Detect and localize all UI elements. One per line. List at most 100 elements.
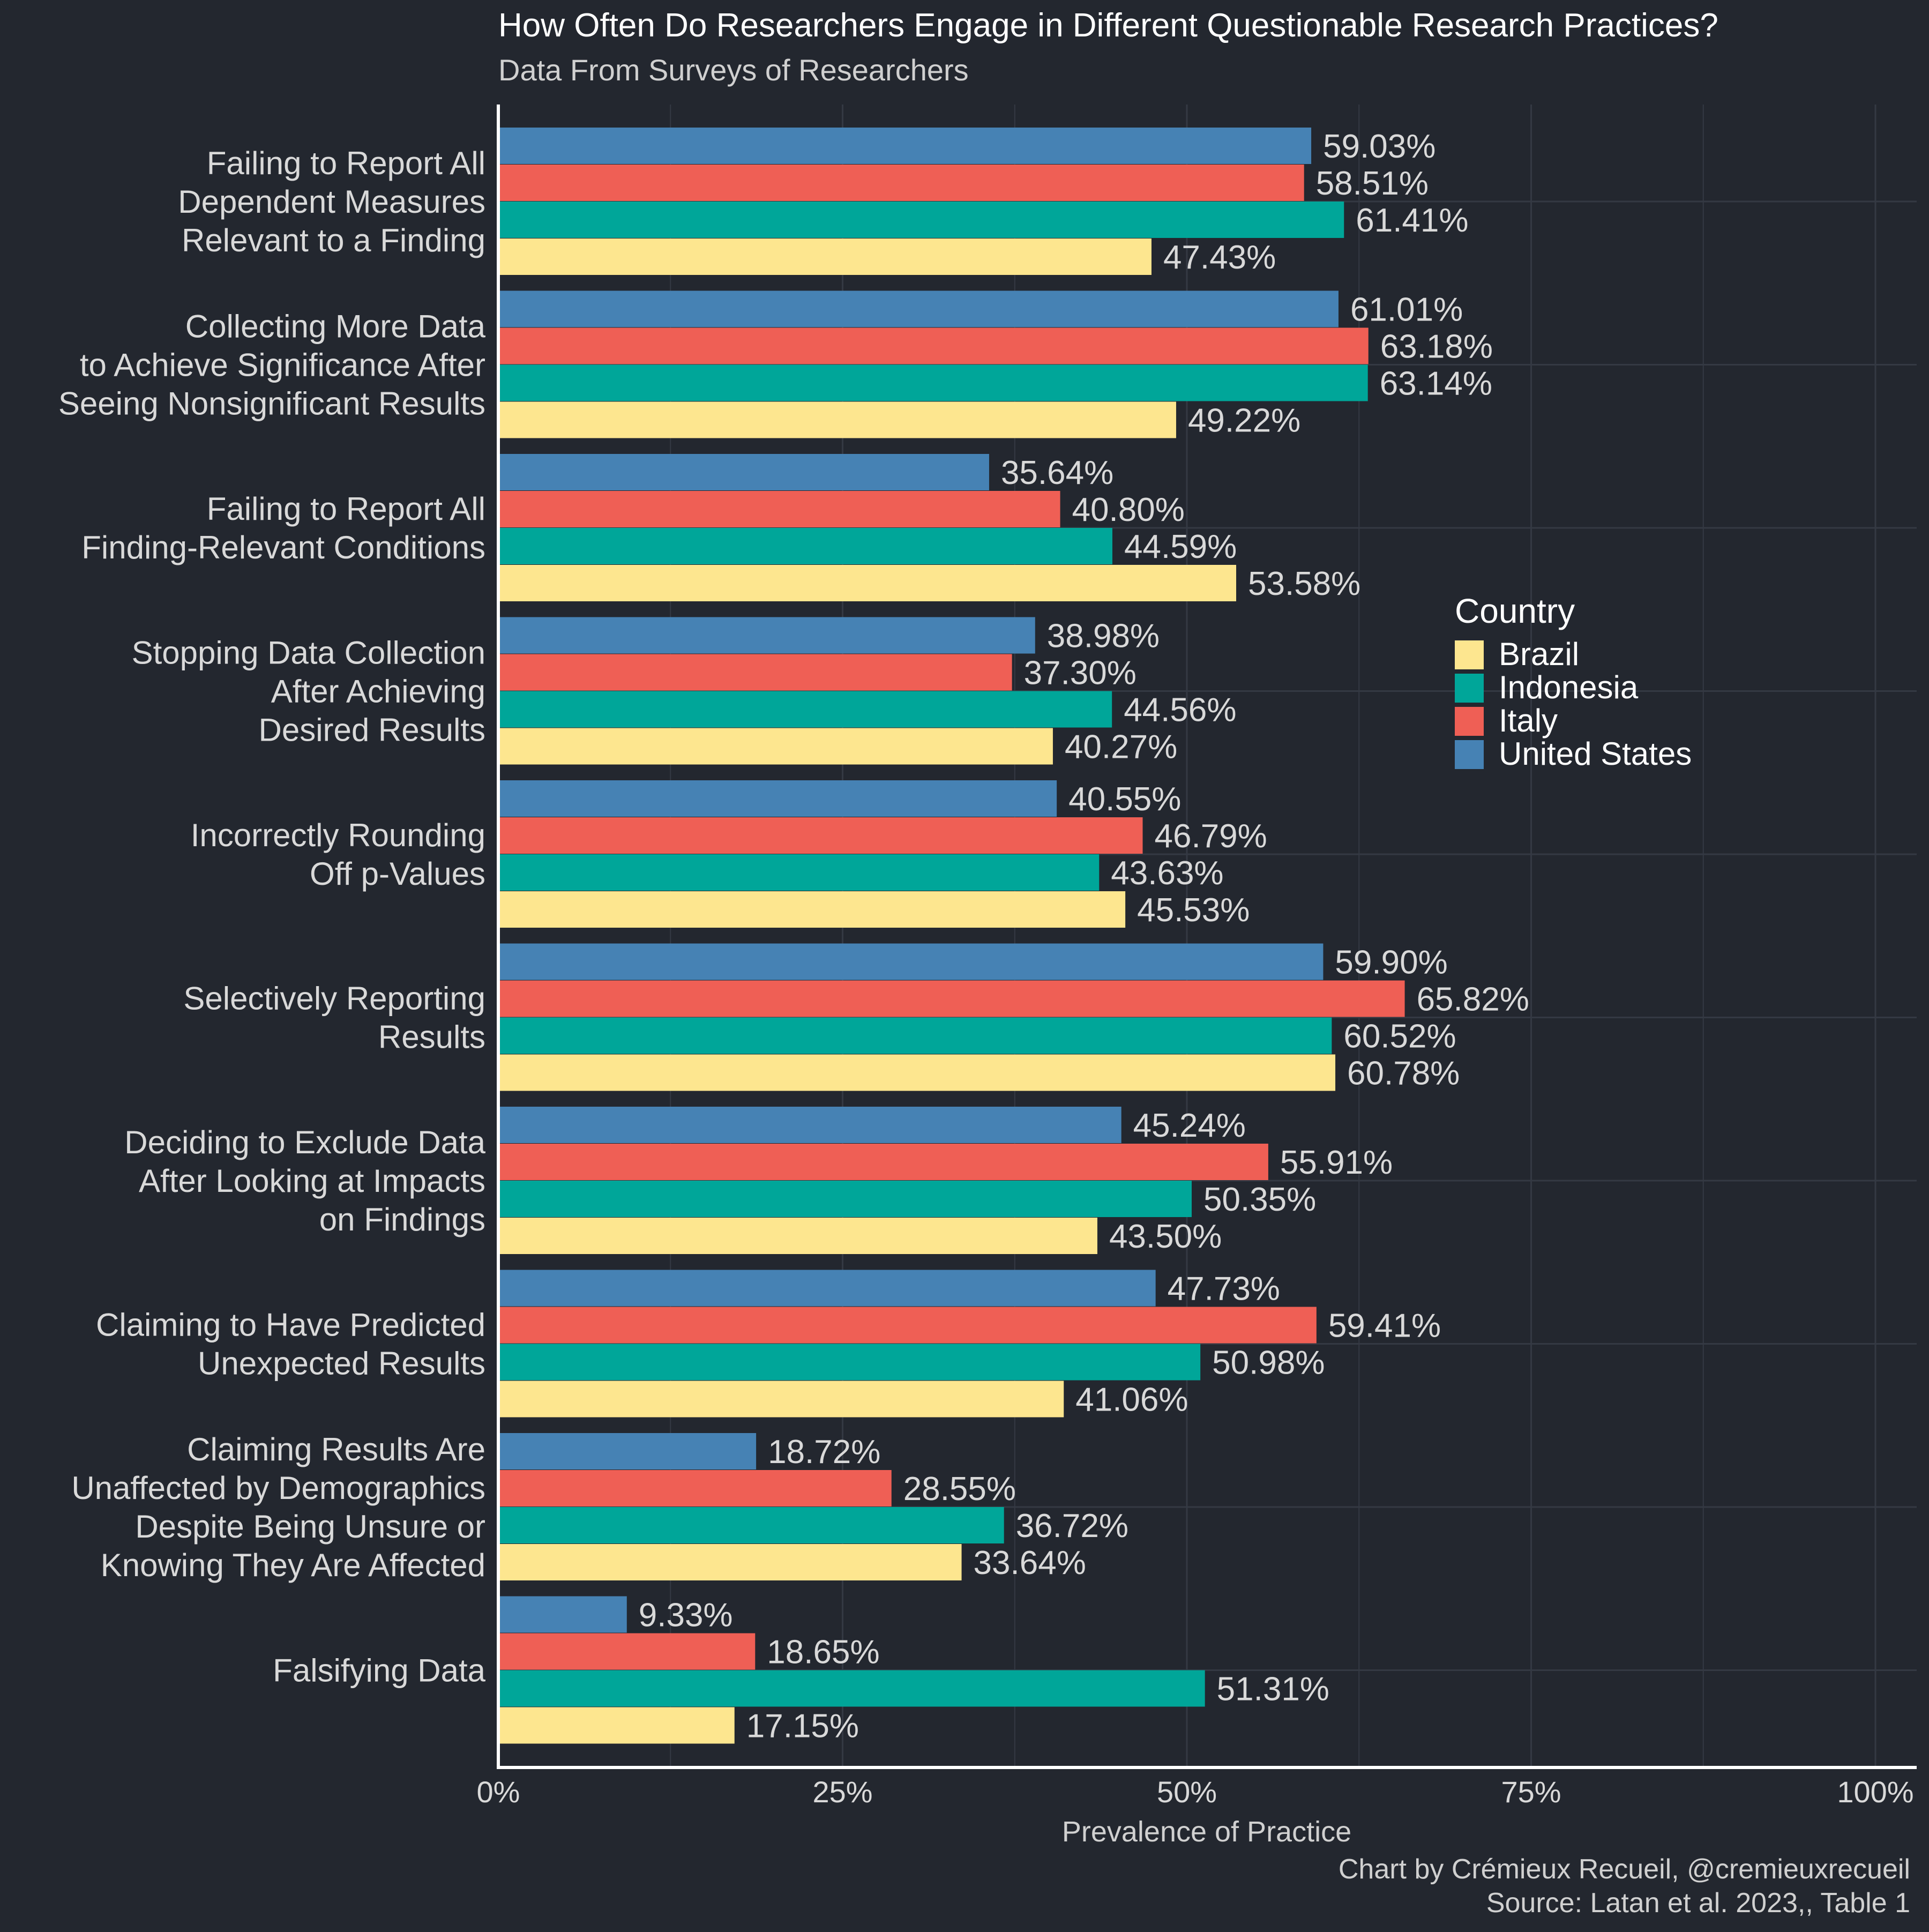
category-label: Stopping Data Collection After Achieving D… (132, 635, 485, 748)
bar-brazil (498, 401, 1176, 438)
bar-italy (498, 327, 1369, 364)
legend-label: Brazil (1499, 636, 1579, 672)
category-labels: Failing to Report All Dependent Measures R… (58, 145, 486, 1689)
category-label-line: Dependent Measures (178, 184, 485, 220)
data-label: 35.64% (1001, 454, 1113, 491)
category-label: Selectively Reporting Results (183, 981, 485, 1055)
bar-indonesia (498, 691, 1112, 728)
legend-label: Italy (1499, 703, 1558, 739)
axis-layer (497, 105, 1917, 1769)
category-label: Failing to Report All Dependent Measures R… (178, 145, 485, 258)
bar-united-states (498, 780, 1057, 817)
category-label-line: Seeing Nonsignificant Results (58, 386, 485, 422)
bar-united-states (498, 1596, 627, 1633)
data-label: 40.27% (1065, 729, 1177, 766)
data-label: 59.03% (1323, 128, 1435, 165)
data-label: 49.22% (1188, 402, 1300, 439)
bar-indonesia (498, 1507, 1004, 1543)
bar-italy (498, 165, 1304, 201)
caption-source: Source: Latan et al. 2023,, Table 1 (1486, 1888, 1910, 1919)
bar-brazil (498, 1218, 1097, 1254)
label-layer: 59.03% 61.01% 35.64% 38.98% 40.55% 59.90% 45.2… (639, 128, 1529, 1745)
category-label: Falsifying Data (273, 1653, 485, 1689)
data-label: 41.06% (1075, 1382, 1188, 1419)
data-label: 60.52% (1343, 1018, 1456, 1055)
bar-italy (498, 980, 1405, 1017)
bar-brazil (498, 1544, 962, 1580)
bar-united-states (498, 1270, 1156, 1307)
data-label: 44.56% (1124, 692, 1236, 729)
bar-indonesia (498, 364, 1368, 401)
category-label-line: Finding-Relevant Conditions (81, 529, 485, 565)
category-label-line: Despite Being Unsure or (135, 1509, 485, 1545)
category-label: Deciding to Exclude Data After Looking at… (124, 1124, 485, 1237)
bar-indonesia (498, 1017, 1332, 1054)
x-tick-labels: 0% 25% 50% 75% 100% (477, 1775, 1914, 1809)
bar-indonesia (498, 1181, 1192, 1217)
category-label: Incorrectly Rounding Off p-Values (191, 817, 485, 892)
data-label: 60.78% (1347, 1055, 1460, 1092)
data-label: 65.82% (1417, 981, 1529, 1018)
bar-italy (498, 1307, 1317, 1344)
category-label: Claiming Results Are Unaffected by Demogr… (71, 1431, 485, 1583)
x-axis-title: Prevalence of Practice (1062, 1816, 1351, 1848)
data-label: 44.59% (1124, 528, 1237, 565)
bar-brazil (498, 1381, 1064, 1418)
x-tick-label: 25% (812, 1775, 872, 1809)
chart-subtitle: Data From Surveys of Researchers (498, 53, 969, 87)
x-tick-label: 50% (1157, 1775, 1217, 1809)
data-label: 37.30% (1024, 655, 1137, 692)
legend-label: Indonesia (1499, 669, 1639, 705)
category-label-line: Relevant to a Finding (182, 222, 485, 258)
data-label: 47.43% (1163, 239, 1276, 276)
data-label: 45.24% (1133, 1107, 1246, 1144)
bar-indonesia (498, 1670, 1205, 1707)
category-label-line: After Achieving (271, 674, 485, 710)
bar-united-states (498, 128, 1312, 164)
bar-brazil (498, 891, 1126, 928)
category-label-line: Results (378, 1019, 485, 1055)
category-label-line: Claiming Results Are (187, 1431, 485, 1467)
bar-brazil (498, 1054, 1336, 1091)
data-label: 43.63% (1111, 855, 1223, 892)
data-label: 55.91% (1280, 1144, 1393, 1181)
bar-united-states (498, 454, 989, 490)
data-label: 38.98% (1047, 618, 1160, 655)
data-label: 63.18% (1380, 329, 1493, 365)
data-label: 36.72% (1016, 1508, 1128, 1545)
category-label-line: Desired Results (259, 712, 486, 748)
bar-italy (498, 491, 1060, 527)
category-label-line: Claiming to Have Predicted (96, 1307, 485, 1343)
bar-indonesia (498, 1344, 1201, 1381)
data-label: 59.90% (1335, 944, 1447, 981)
category-label: Claiming to Have Predicted Unexpected Res… (96, 1307, 485, 1382)
data-label: 9.33% (639, 1597, 733, 1634)
legend-label: United States (1499, 736, 1692, 772)
bar-united-states (498, 1433, 757, 1469)
legend-swatch (1455, 674, 1484, 703)
category-label-line: Unaffected by Demographics (71, 1470, 485, 1506)
legend-swatch (1455, 707, 1484, 736)
category-label-line: to Achieve Significance After (80, 347, 485, 383)
category-label-line: Collecting More Data (185, 309, 486, 345)
bar-italy (498, 1470, 892, 1506)
category-label-line: on Findings (319, 1202, 485, 1237)
bar-italy (498, 654, 1012, 691)
bar-indonesia (498, 528, 1112, 564)
x-tick-label: 0% (477, 1775, 520, 1809)
data-label: 17.15% (746, 1708, 859, 1745)
bar-layer (498, 128, 1405, 1744)
bar-brazil (498, 238, 1152, 275)
data-label: 61.41% (1356, 202, 1468, 239)
data-label: 40.80% (1072, 491, 1185, 528)
data-label: 53.58% (1248, 565, 1360, 602)
bar-indonesia (498, 854, 1100, 891)
bar-united-states (498, 1107, 1121, 1143)
data-label: 43.50% (1109, 1218, 1222, 1255)
x-tick-label: 100% (1837, 1775, 1913, 1809)
category-label-line: Deciding to Exclude Data (124, 1124, 485, 1160)
legend-swatch (1455, 740, 1484, 769)
